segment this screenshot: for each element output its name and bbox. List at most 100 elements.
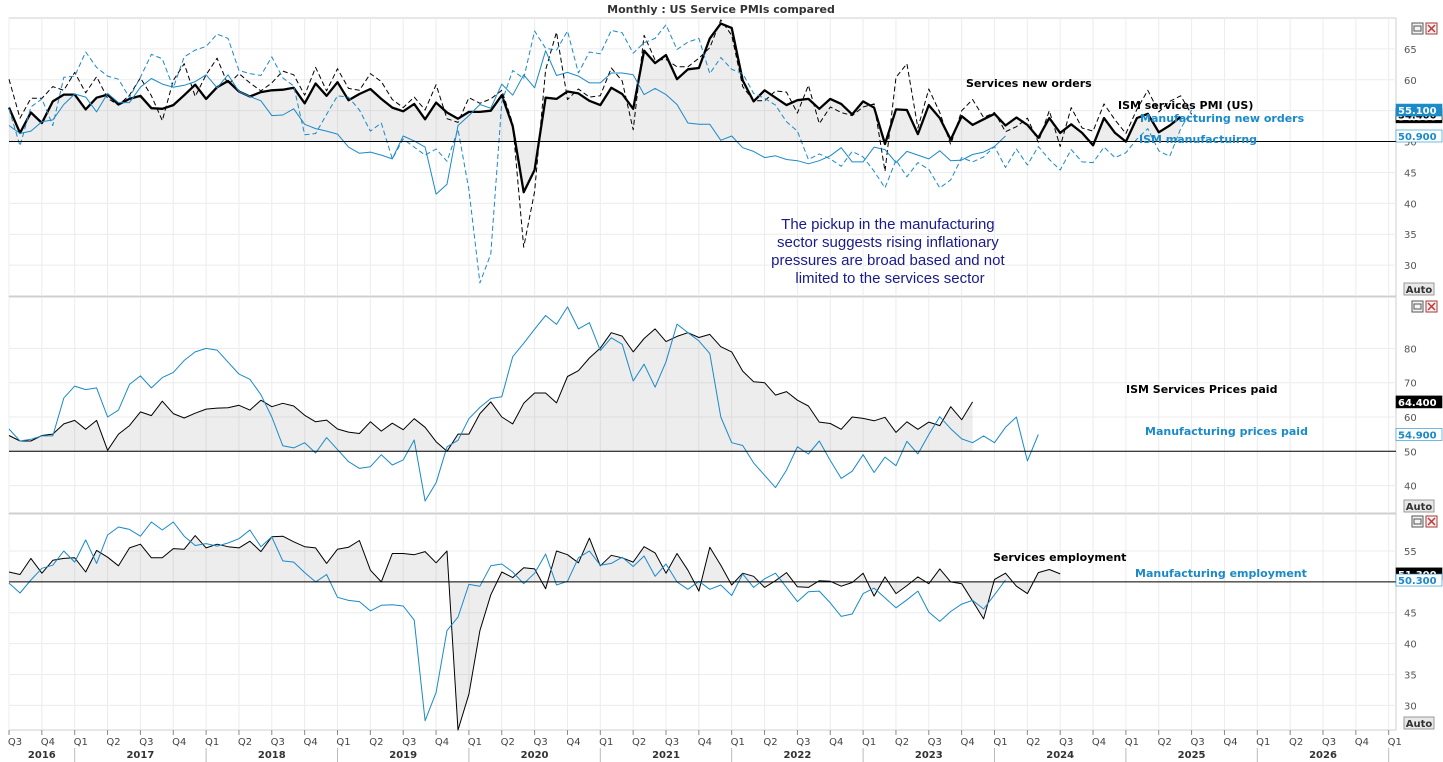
x-tick-quarter: Q3 [8, 737, 22, 748]
x-tick-quarter: Q3 [1190, 737, 1204, 748]
x-tick-year: 2020 [521, 750, 549, 761]
y-tick-label: 30 [1404, 701, 1417, 712]
y-tick-label: 60 [1404, 413, 1417, 424]
annotation-line: sector suggests rising inflationary [777, 234, 999, 251]
x-tick-quarter: Q4 [304, 737, 318, 748]
series-label: ISM services PMI (US) [1118, 99, 1253, 112]
last-value-text: 64.400 [1398, 398, 1437, 409]
bottom-panel [8, 513, 1397, 731]
y-tick-label: 40 [1404, 482, 1417, 493]
series-label: ISM manufactuirng [1139, 133, 1257, 146]
x-tick-quarter: Q3 [533, 737, 547, 748]
x-axis: Q3 Q4 Q1 Q2 Q3 Q4 Q1 Q2 Q3 Q4 Q1 Q2 Q3 Q4 Q1 Q2 Q3 Q4 Q1 Q2… [8, 730, 1402, 762]
x-tick-quarter: Q2 [895, 737, 909, 748]
area-fill [9, 328, 973, 452]
y-tick-label: 80 [1404, 344, 1417, 355]
area-fill [9, 535, 1061, 730]
series-label: Manufacturing employment [1135, 567, 1307, 580]
last-value-badge [1395, 573, 1443, 587]
x-tick-year: 2017 [126, 750, 154, 761]
series-label: ISM Services Prices paid [1126, 383, 1277, 396]
x-tick-quarter: Q3 [402, 737, 416, 748]
series-line [8, 50, 1006, 195]
last-value-text: 55.100 [1398, 106, 1437, 117]
maximize-icon[interactable] [1411, 300, 1424, 313]
last-value-badge [1395, 428, 1443, 441]
series-label: Services employment [993, 551, 1126, 564]
auto-label: Auto [1406, 502, 1433, 513]
y-tick-label: 35 [1404, 670, 1417, 681]
top-panel [8, 17, 1397, 297]
x-tick-quarter: Q1 [599, 737, 613, 748]
y-tick-label: 65 [1404, 45, 1417, 56]
last-value-text: 50.900 [1398, 132, 1437, 143]
series-lines [7, 19, 1193, 731]
annotation-line: pressures are broad based and not [771, 252, 1005, 269]
area-fill [9, 23, 1181, 193]
y-axis-ticks: 65605550454035308070605040555045403530 [1404, 45, 1417, 712]
x-tick-quarter: Q2 [369, 737, 383, 748]
x-tick-quarter: Q2 [1026, 737, 1040, 748]
close-icon[interactable] [1425, 300, 1438, 313]
x-tick-year: 2025 [1178, 750, 1206, 761]
chart-title: Monthly : US Service PMIs compared [607, 3, 835, 16]
series-line [8, 306, 1039, 502]
x-tick-quarter: Q4 [1355, 737, 1369, 748]
y-tick-label: 45 [1404, 609, 1417, 620]
auto-scale-button[interactable]: Auto [1403, 282, 1435, 296]
x-tick-quarter: Q3 [271, 737, 285, 748]
y-tick-label: 50 [1404, 138, 1417, 149]
x-tick-quarter: Q1 [862, 737, 876, 748]
x-tick-quarter: Q4 [1092, 737, 1106, 748]
x-tick-quarter: Q4 [961, 737, 975, 748]
y-tick-label: 50 [1404, 447, 1417, 458]
x-tick-year: 2021 [652, 750, 680, 761]
x-tick-quarter: Q2 [238, 737, 252, 748]
x-tick-quarter: Q1 [1388, 737, 1402, 748]
x-tick-quarter: Q1 [468, 737, 482, 748]
last-value-badges: 54.00054.40055.10050.90064.40054.90051.3… [1395, 103, 1443, 587]
close-icon[interactable] [1425, 515, 1438, 528]
series-label: Manufacturing new orders [1140, 112, 1305, 125]
auto-scale-button[interactable]: Auto [1403, 499, 1435, 513]
series-line [8, 535, 1061, 731]
x-tick-quarter: Q3 [1322, 737, 1336, 748]
annotation-text: The pickup in the manufacturing sector s… [771, 216, 1009, 287]
middle-panel [8, 296, 1397, 514]
x-tick-quarter: Q2 [763, 737, 777, 748]
x-tick-quarter: Q2 [1289, 737, 1303, 748]
x-tick-year: 2019 [389, 750, 417, 761]
maximize-icon[interactable] [1411, 22, 1424, 35]
x-tick-quarter: Q3 [928, 737, 942, 748]
x-tick-year: 2018 [258, 750, 286, 761]
last-value-badge [1395, 395, 1443, 409]
x-tick-quarter: Q4 [41, 737, 55, 748]
x-tick-quarter: Q1 [205, 737, 219, 748]
x-tick-quarter: Q3 [665, 737, 679, 748]
y-tick-label: 70 [1404, 379, 1417, 390]
y-tick-label: 40 [1404, 640, 1417, 651]
x-tick-year: 2024 [1046, 750, 1074, 761]
series-label: Services new orders [966, 77, 1092, 90]
x-tick-quarter: Q4 [172, 737, 186, 748]
annotation-line: limited to the services sector [795, 270, 984, 287]
top-panel-controls: Auto [1403, 22, 1438, 296]
auto-label: Auto [1406, 285, 1433, 296]
x-tick-quarter: Q3 [1059, 737, 1073, 748]
y-tick-label: 35 [1404, 230, 1417, 241]
x-tick-quarter: Q1 [336, 737, 350, 748]
x-tick-quarter: Q4 [1223, 737, 1237, 748]
x-tick-quarter: Q2 [632, 737, 646, 748]
x-tick-quarter: Q3 [139, 737, 153, 748]
bottom-panel-controls: Auto [1403, 515, 1438, 730]
annotation-line: The pickup in the manufacturing [781, 216, 994, 233]
x-tick-year: 2022 [783, 750, 811, 761]
x-tick-quarter: Q1 [1125, 737, 1139, 748]
x-tick-quarter: Q4 [698, 737, 712, 748]
x-tick-quarter: Q2 [106, 737, 120, 748]
maximize-icon[interactable] [1411, 515, 1424, 528]
auto-scale-button[interactable]: Auto [1403, 716, 1435, 730]
close-icon[interactable] [1425, 22, 1438, 35]
x-tick-quarter: Q4 [435, 737, 449, 748]
y-tick-label: 55 [1404, 547, 1417, 558]
